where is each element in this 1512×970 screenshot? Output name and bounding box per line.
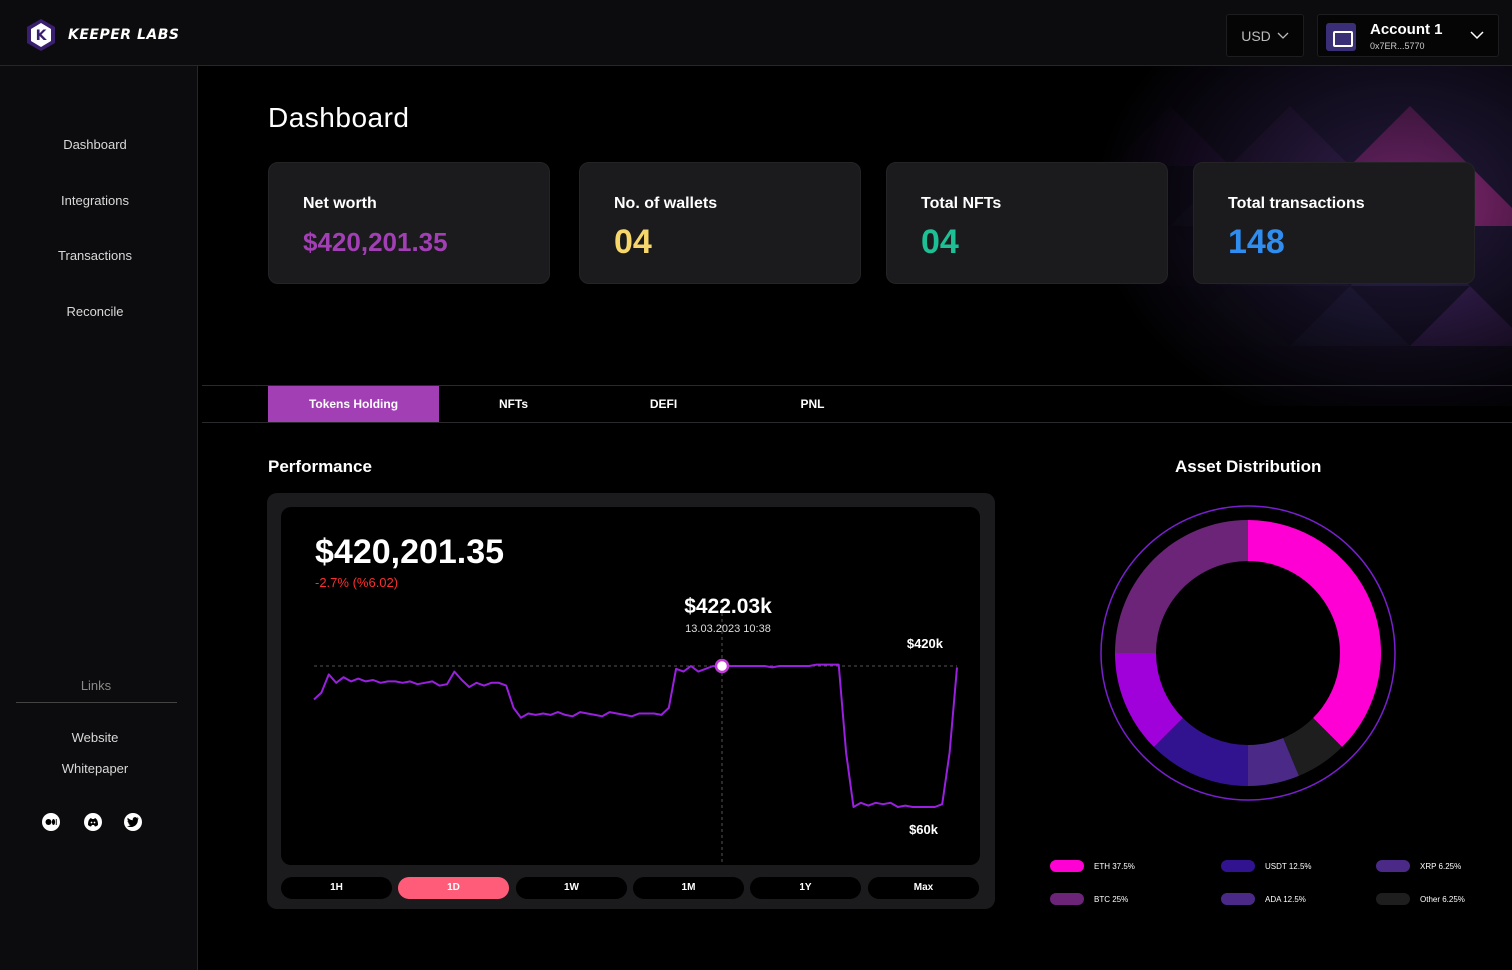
tab-defi[interactable]: DEFI [649, 397, 678, 411]
performance-chart-area: $420,201.35 -2.7% (%6.02) $422.03k 13.03… [281, 507, 980, 865]
series-line [313, 663, 958, 808]
range-max-button[interactable]: Max [868, 877, 979, 899]
top-bar: K KEEPER LABS USD Account 1 0x7ER...5770 [0, 0, 1512, 66]
donut-slice-eth[interactable] [1248, 520, 1381, 748]
stat-card-transactions: Total transactions 148 [1193, 162, 1475, 284]
legend-swatch [1376, 893, 1410, 905]
svg-text:K: K [36, 28, 48, 44]
performance-title: Performance [268, 457, 372, 476]
sidebar-item-dashboard[interactable]: Dashboard [63, 137, 127, 152]
sidebar-item-transactions[interactable]: Transactions [58, 248, 132, 263]
tab-pnl[interactable]: PNL [800, 397, 825, 411]
currency-label: USD [1241, 27, 1271, 44]
account-name: Account 1 [1370, 21, 1443, 38]
keeper-logo-icon: K [27, 19, 55, 51]
holdings-tabs: Tokens Holding NFTs DEFI PNL [202, 385, 1512, 423]
legend-label: BTC 25% [1094, 894, 1129, 904]
legend-item-eth: ETH 37.5% [1050, 860, 1135, 872]
medium-icon[interactable] [42, 813, 60, 831]
tab-tokens-holding[interactable]: Tokens Holding [268, 386, 439, 422]
donut-slice-other[interactable] [1283, 718, 1343, 776]
performance-panel: $420,201.35 -2.7% (%6.02) $422.03k 13.03… [267, 493, 995, 909]
range-1h-button[interactable]: 1H [281, 877, 392, 899]
performance-line-chart[interactable]: $422.03k 13.03.2023 10:38 $420k $60k [281, 507, 980, 865]
performance-value: $420,201.35 [315, 533, 505, 571]
chevron-down-icon [1277, 32, 1289, 39]
legend-label: Other 6.25% [1420, 894, 1465, 904]
twitter-icon[interactable] [124, 813, 142, 831]
currency-select[interactable]: USD [1226, 14, 1304, 57]
stat-value: $420,201.35 [303, 227, 448, 257]
stat-label: Total NFTs [921, 195, 1002, 212]
stat-card-nfts: Total NFTs 04 [886, 162, 1168, 284]
stat-card-wallets: No. of wallets 04 [579, 162, 861, 284]
stat-label: Net worth [303, 195, 377, 212]
account-selector[interactable]: Account 1 0x7ER...5770 [1317, 14, 1499, 57]
range-1y-button[interactable]: 1Y [750, 877, 861, 899]
legend-item-ada: ADA 12.5% [1221, 893, 1306, 905]
legend-swatch [1376, 860, 1410, 872]
legend-item-xrp: XRP 6.25% [1376, 860, 1461, 872]
brand-name: KEEPER LABS [68, 27, 180, 43]
link-whitepaper[interactable]: Whitepaper [61, 761, 129, 776]
legend-swatch [1050, 893, 1084, 905]
chevron-down-icon [1470, 31, 1484, 40]
high-label: $420k [907, 636, 944, 651]
legend-label: ETH 37.5% [1094, 861, 1135, 871]
account-address: 0x7ER...5770 [1370, 41, 1425, 51]
brand-logo[interactable]: K KEEPER LABS [24, 18, 179, 52]
stat-card-net-worth: Net worth $420,201.35 [268, 162, 550, 284]
stat-value: 04 [921, 223, 959, 261]
sidebar: Dashboard Integrations Transactions Reco… [0, 66, 198, 970]
sidebar-item-reconcile[interactable]: Reconcile [66, 304, 124, 319]
asset-distribution-donut[interactable] [1099, 504, 1399, 804]
stat-value: 148 [1228, 223, 1285, 261]
range-1d-button[interactable]: 1D [398, 877, 509, 899]
donut-slice-btc[interactable] [1115, 520, 1248, 653]
legend-swatch [1221, 893, 1255, 905]
sidebar-item-integrations[interactable]: Integrations [61, 193, 129, 208]
page-title: Dashboard [268, 102, 410, 133]
highlight-point [714, 658, 730, 674]
discord-icon[interactable] [84, 813, 102, 831]
legend-swatch [1221, 860, 1255, 872]
legend-item-btc: BTC 25% [1050, 893, 1128, 905]
donut-slice-ada[interactable] [1153, 718, 1248, 786]
range-1m-button[interactable]: 1M [633, 877, 744, 899]
tab-nfts[interactable]: NFTs [498, 397, 529, 411]
performance-change: -2.7% (%6.02) [315, 575, 399, 590]
legend-swatch [1050, 860, 1084, 872]
low-label: $60k [909, 822, 939, 837]
link-website[interactable]: Website [71, 730, 119, 745]
stat-label: No. of wallets [614, 195, 718, 212]
links-divider [16, 702, 177, 703]
legend-item-other: Other 6.25% [1376, 893, 1465, 905]
stat-value: 04 [614, 223, 652, 261]
asset-distribution-title: Asset Distribution [1175, 457, 1322, 476]
donut-slice-usdt[interactable] [1115, 653, 1183, 748]
links-title: Links [80, 678, 112, 693]
donut-slice-xrp[interactable] [1248, 737, 1299, 786]
legend-label: XRP 6.25% [1420, 861, 1462, 871]
range-1w-button[interactable]: 1W [516, 877, 627, 899]
donut-outer-ring [1100, 505, 1396, 801]
tooltip-value: $422.03k [684, 595, 772, 618]
legend-label: ADA 12.5% [1265, 894, 1306, 904]
legend-label: USDT 12.5% [1265, 861, 1312, 871]
tooltip-date: 13.03.2023 10:38 [685, 623, 771, 635]
wallet-icon [1326, 23, 1356, 51]
stat-label: Total transactions [1228, 195, 1365, 212]
legend-item-usdt: USDT 12.5% [1221, 860, 1312, 872]
